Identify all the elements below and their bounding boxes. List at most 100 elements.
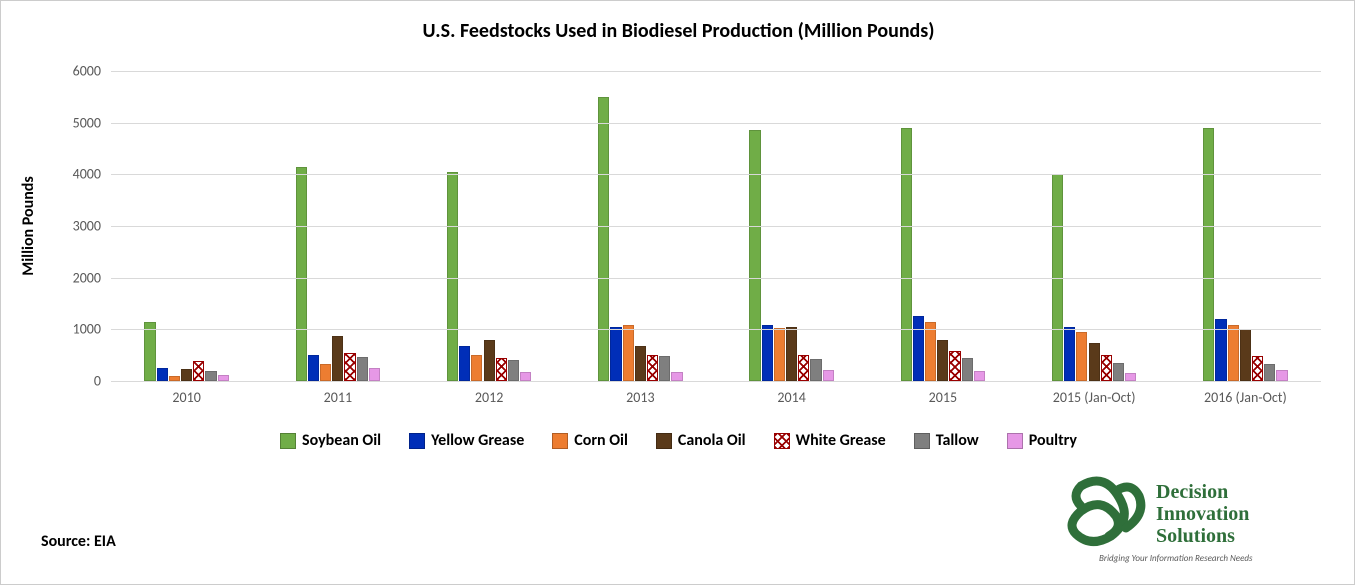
legend-label: Yellow Grease xyxy=(431,431,524,450)
legend-item: Soybean Oil xyxy=(280,431,381,450)
plot-area xyxy=(111,71,1321,381)
bar xyxy=(369,368,380,381)
bar xyxy=(1113,363,1124,381)
bar xyxy=(332,336,343,381)
bar xyxy=(647,355,658,381)
bar xyxy=(901,128,912,381)
legend-swatch xyxy=(1007,433,1023,449)
bar xyxy=(635,346,646,381)
ytick-label: 0 xyxy=(94,373,101,390)
bar xyxy=(205,371,216,381)
bar xyxy=(193,361,204,381)
legend-swatch xyxy=(552,433,568,449)
ytick-label: 5000 xyxy=(73,114,101,131)
gridline xyxy=(111,329,1321,330)
legend-item: Yellow Grease xyxy=(409,431,524,450)
xtick-label: 2011 xyxy=(324,389,352,406)
legend-swatch xyxy=(280,433,296,449)
xtick-label: 2012 xyxy=(475,389,503,406)
knot-icon xyxy=(1072,481,1141,542)
bar xyxy=(762,325,773,381)
bar xyxy=(447,172,458,381)
bar xyxy=(1276,370,1287,381)
bar xyxy=(1252,356,1263,381)
bar xyxy=(925,322,936,381)
bar xyxy=(598,97,609,381)
logo-line3: Solutions xyxy=(1156,525,1235,547)
legend-label: White Grease xyxy=(796,431,886,450)
bar xyxy=(1228,325,1239,381)
bar xyxy=(774,328,785,381)
bar xyxy=(623,325,634,381)
bar xyxy=(1203,128,1214,381)
bar xyxy=(308,355,319,381)
legend-item: Canola Oil xyxy=(656,431,746,450)
xtick-label: 2013 xyxy=(626,389,654,406)
bar xyxy=(949,351,960,381)
legend-item: Tallow xyxy=(914,431,979,450)
bar xyxy=(484,340,495,381)
xtick-label: 2010 xyxy=(172,389,200,406)
bar xyxy=(823,370,834,381)
bar xyxy=(496,358,507,381)
x-ticks: 2010201120122013201420152015 (Jan-Oct)20… xyxy=(111,383,1321,413)
gridline xyxy=(111,123,1321,124)
legend-swatch xyxy=(774,433,790,449)
gridline xyxy=(111,278,1321,279)
gridline xyxy=(111,226,1321,227)
legend-label: Tallow xyxy=(936,431,979,450)
bar xyxy=(798,355,809,381)
brand-logo: Decision Innovation Solutions Bridging Y… xyxy=(1061,476,1331,566)
bar xyxy=(1064,327,1075,381)
legend-label: Corn Oil xyxy=(574,431,628,450)
bar xyxy=(749,130,760,381)
legend-swatch xyxy=(914,433,930,449)
legend-label: Canola Oil xyxy=(678,431,746,450)
gridline xyxy=(111,174,1321,175)
bar xyxy=(344,353,355,381)
bar xyxy=(974,371,985,381)
legend-item: Poultry xyxy=(1007,431,1077,450)
chart-title: U.S. Feedstocks Used in Biodiesel Produc… xyxy=(1,19,1355,43)
bar xyxy=(144,322,155,381)
bar xyxy=(1240,329,1251,381)
bar xyxy=(1264,364,1275,381)
bar xyxy=(659,356,670,381)
bar xyxy=(786,327,797,381)
bar xyxy=(181,369,192,381)
bar xyxy=(1125,373,1136,381)
y-ticks: 0100020003000400050006000 xyxy=(1,71,101,381)
logo-line2: Innovation xyxy=(1156,503,1249,525)
bar xyxy=(610,327,621,381)
bar xyxy=(357,357,368,381)
ytick-label: 2000 xyxy=(73,269,101,286)
xtick-label: 2015 (Jan-Oct) xyxy=(1053,389,1136,406)
ytick-label: 4000 xyxy=(73,166,101,183)
gridline xyxy=(111,381,1321,382)
chart-container: U.S. Feedstocks Used in Biodiesel Produc… xyxy=(1,1,1355,586)
bar xyxy=(671,372,682,381)
legend-swatch xyxy=(656,433,672,449)
bar xyxy=(508,360,519,381)
ytick-label: 1000 xyxy=(73,321,101,338)
bar xyxy=(320,364,331,381)
bar xyxy=(1215,319,1226,381)
legend-swatch xyxy=(409,433,425,449)
gridline xyxy=(111,71,1321,72)
legend-label: Soybean Oil xyxy=(302,431,381,450)
bar xyxy=(296,167,307,381)
bar xyxy=(1076,332,1087,381)
legend-item: Corn Oil xyxy=(552,431,628,450)
bar xyxy=(471,355,482,381)
legend-item: White Grease xyxy=(774,431,886,450)
legend: Soybean Oil Yellow Grease Corn Oil Canola O… xyxy=(1,431,1355,450)
bar xyxy=(937,340,948,381)
bar xyxy=(459,346,470,381)
xtick-label: 2014 xyxy=(777,389,805,406)
ytick-label: 6000 xyxy=(73,63,101,80)
bar xyxy=(913,316,924,381)
logo-line1: Decision xyxy=(1156,481,1228,503)
ytick-label: 3000 xyxy=(73,218,101,235)
xtick-label: 2015 xyxy=(929,389,957,406)
bar xyxy=(1101,355,1112,381)
